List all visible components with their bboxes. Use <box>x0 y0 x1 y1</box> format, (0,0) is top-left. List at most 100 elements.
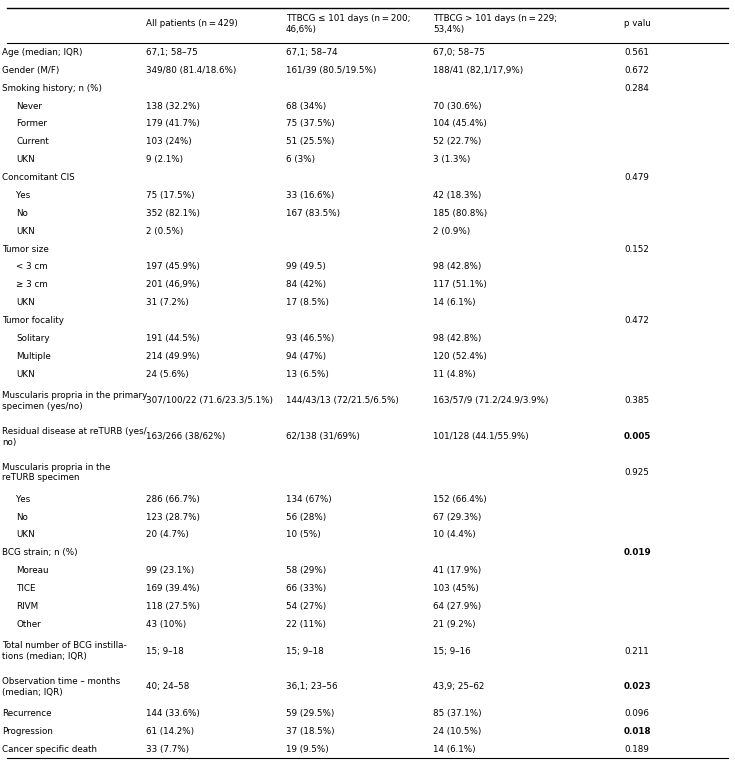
Text: UKN: UKN <box>16 298 35 307</box>
Text: 0.385: 0.385 <box>624 396 649 405</box>
Text: 117 (51.1%): 117 (51.1%) <box>433 281 487 289</box>
Text: Age (median; IQR): Age (median; IQR) <box>2 48 83 57</box>
Text: 104 (45.4%): 104 (45.4%) <box>433 119 487 129</box>
Text: 15; 9–18: 15; 9–18 <box>146 646 184 656</box>
Text: 0.672: 0.672 <box>624 66 649 75</box>
Text: 42 (18.3%): 42 (18.3%) <box>433 191 481 200</box>
Text: ≥ 3 cm: ≥ 3 cm <box>16 281 48 289</box>
Text: No: No <box>16 512 28 522</box>
Text: TTBCG > 101 days (n = 229;
53,4%): TTBCG > 101 days (n = 229; 53,4%) <box>433 14 557 33</box>
Text: 99 (23.1%): 99 (23.1%) <box>146 567 195 575</box>
Text: UKN: UKN <box>16 155 35 164</box>
Text: 43,9; 25–62: 43,9; 25–62 <box>433 682 484 691</box>
Text: 33 (7.7%): 33 (7.7%) <box>146 745 190 754</box>
Text: 0.023: 0.023 <box>624 682 652 691</box>
Text: 58 (29%): 58 (29%) <box>286 567 326 575</box>
Text: Muscularis propria in the
reTURB specimen: Muscularis propria in the reTURB specime… <box>2 463 110 482</box>
Text: RIVM: RIVM <box>16 602 38 611</box>
Text: 36,1; 23–56: 36,1; 23–56 <box>286 682 337 691</box>
Text: 94 (47%): 94 (47%) <box>286 352 326 360</box>
Text: 14 (6.1%): 14 (6.1%) <box>433 745 476 754</box>
Text: 9 (2.1%): 9 (2.1%) <box>146 155 184 164</box>
Text: UKN: UKN <box>16 370 35 379</box>
Text: 191 (44.5%): 191 (44.5%) <box>146 334 200 343</box>
Text: 138 (32.2%): 138 (32.2%) <box>146 102 200 111</box>
Text: Yes: Yes <box>16 494 30 504</box>
Text: 85 (37.1%): 85 (37.1%) <box>433 709 481 718</box>
Text: Current: Current <box>16 137 49 146</box>
Text: 67 (29.3%): 67 (29.3%) <box>433 512 481 522</box>
Text: 59 (29.5%): 59 (29.5%) <box>286 709 334 718</box>
Text: 41 (17.9%): 41 (17.9%) <box>433 567 481 575</box>
Text: 43 (10%): 43 (10%) <box>146 620 187 629</box>
Text: 0.152: 0.152 <box>624 244 649 253</box>
Text: 352 (82.1%): 352 (82.1%) <box>146 208 200 218</box>
Text: BCG strain; n (%): BCG strain; n (%) <box>2 548 78 557</box>
Text: 0.925: 0.925 <box>624 468 649 477</box>
Text: 0.018: 0.018 <box>624 727 651 736</box>
Text: 0.005: 0.005 <box>624 432 651 441</box>
Text: 67,0; 58–75: 67,0; 58–75 <box>433 48 485 57</box>
Text: 120 (52.4%): 120 (52.4%) <box>433 352 487 360</box>
Text: Other: Other <box>16 620 41 629</box>
Text: 54 (27%): 54 (27%) <box>286 602 326 611</box>
Text: 99 (49.5): 99 (49.5) <box>286 263 326 271</box>
Text: 37 (18.5%): 37 (18.5%) <box>286 727 334 736</box>
Text: Yes: Yes <box>16 191 30 200</box>
Text: Recurrence: Recurrence <box>2 709 51 718</box>
Text: All patients (n = 429): All patients (n = 429) <box>146 19 238 29</box>
Text: 349/80 (81.4/18.6%): 349/80 (81.4/18.6%) <box>146 66 237 75</box>
Text: 6 (3%): 6 (3%) <box>286 155 315 164</box>
Text: 51 (25.5%): 51 (25.5%) <box>286 137 334 146</box>
Text: Solitary: Solitary <box>16 334 50 343</box>
Text: Tumor focality: Tumor focality <box>2 316 64 325</box>
Text: 103 (45%): 103 (45%) <box>433 584 478 593</box>
Text: 14 (6.1%): 14 (6.1%) <box>433 298 476 307</box>
Text: 144 (33.6%): 144 (33.6%) <box>146 709 200 718</box>
Text: 144/43/13 (72/21.5/6.5%): 144/43/13 (72/21.5/6.5%) <box>286 396 399 405</box>
Text: 163/57/9 (71.2/24.9/3.9%): 163/57/9 (71.2/24.9/3.9%) <box>433 396 548 405</box>
Text: 61 (14.2%): 61 (14.2%) <box>146 727 194 736</box>
Text: 0.189: 0.189 <box>624 745 649 754</box>
Text: 19 (9.5%): 19 (9.5%) <box>286 745 329 754</box>
Text: 0.561: 0.561 <box>624 48 649 57</box>
Text: 0.019: 0.019 <box>624 548 652 557</box>
Text: 0.211: 0.211 <box>624 646 649 656</box>
Text: 118 (27.5%): 118 (27.5%) <box>146 602 200 611</box>
Text: 93 (46.5%): 93 (46.5%) <box>286 334 334 343</box>
Text: 188/41 (82,1/17,9%): 188/41 (82,1/17,9%) <box>433 66 523 75</box>
Text: p valu: p valu <box>624 19 653 29</box>
Text: 179 (41.7%): 179 (41.7%) <box>146 119 200 129</box>
Text: 161/39 (80.5/19.5%): 161/39 (80.5/19.5%) <box>286 66 376 75</box>
Text: 11 (4.8%): 11 (4.8%) <box>433 370 476 379</box>
Text: Former: Former <box>16 119 47 129</box>
Text: No: No <box>16 208 28 218</box>
Text: 214 (49.9%): 214 (49.9%) <box>146 352 200 360</box>
Text: Concomitant CIS: Concomitant CIS <box>2 173 75 182</box>
Text: Tumor size: Tumor size <box>2 244 49 253</box>
Text: 101/128 (44.1/55.9%): 101/128 (44.1/55.9%) <box>433 432 528 441</box>
Text: Residual disease at reTURB (yes/
no): Residual disease at reTURB (yes/ no) <box>2 427 147 446</box>
Text: 0.096: 0.096 <box>624 709 649 718</box>
Text: Progression: Progression <box>2 727 53 736</box>
Text: Smoking history; n (%): Smoking history; n (%) <box>2 84 102 93</box>
Text: Observation time – months
(median; IQR): Observation time – months (median; IQR) <box>2 677 121 697</box>
Text: 197 (45.9%): 197 (45.9%) <box>146 263 200 271</box>
Text: 286 (66.7%): 286 (66.7%) <box>146 494 200 504</box>
Text: 2 (0.9%): 2 (0.9%) <box>433 226 470 236</box>
Text: 24 (5.6%): 24 (5.6%) <box>146 370 189 379</box>
Text: 84 (42%): 84 (42%) <box>286 281 326 289</box>
Text: 10 (4.4%): 10 (4.4%) <box>433 530 476 539</box>
Text: 67,1; 58–74: 67,1; 58–74 <box>286 48 337 57</box>
Text: 70 (30.6%): 70 (30.6%) <box>433 102 481 111</box>
Text: 0.284: 0.284 <box>624 84 649 93</box>
Text: UKN: UKN <box>16 226 35 236</box>
Text: 31 (7.2%): 31 (7.2%) <box>146 298 189 307</box>
Text: 152 (66.4%): 152 (66.4%) <box>433 494 487 504</box>
Text: 33 (16.6%): 33 (16.6%) <box>286 191 334 200</box>
Text: 2 (0.5%): 2 (0.5%) <box>146 226 184 236</box>
Text: 66 (33%): 66 (33%) <box>286 584 326 593</box>
Text: Total number of BCG instilla-
tions (median; IQR): Total number of BCG instilla- tions (med… <box>2 641 127 661</box>
Text: 201 (46,9%): 201 (46,9%) <box>146 281 200 289</box>
Text: Muscularis propria in the primary
specimen (yes/no): Muscularis propria in the primary specim… <box>2 391 148 411</box>
